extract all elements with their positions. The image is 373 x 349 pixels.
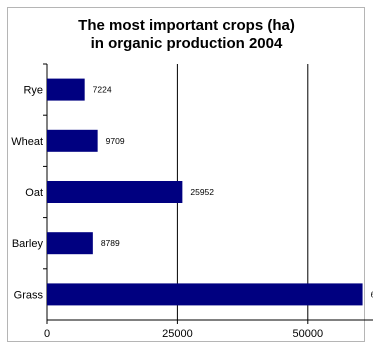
bar-oat [47,181,183,203]
data-label-oat: 25952 [190,187,214,197]
category-label-oat: Oat [25,187,43,199]
category-label-rye: Rye [23,85,43,97]
data-label-rye: 7224 [93,85,112,95]
bar-grass [47,283,363,306]
category-label-barley: Barley [12,238,44,250]
x-tick-label-2: 50000 [293,328,324,340]
data-label-wheat: 9709 [106,136,125,146]
category-label-grass: Grass [14,289,44,301]
bar-rye [47,78,85,101]
chart-title-line-2: in organic production 2004 [90,35,283,52]
chart-frame [7,7,365,342]
category-label-wheat: Wheat [11,136,43,148]
x-tick-label-1: 25000 [162,328,193,340]
chart-title-line-1: The most important crops (ha) [78,17,295,34]
x-tick-label-0: 0 [44,328,50,340]
data-label-barley: 8789 [101,238,120,248]
data-label-grass: 6050 [371,289,373,299]
bar-wheat [47,129,98,152]
bar-barley [47,232,93,255]
